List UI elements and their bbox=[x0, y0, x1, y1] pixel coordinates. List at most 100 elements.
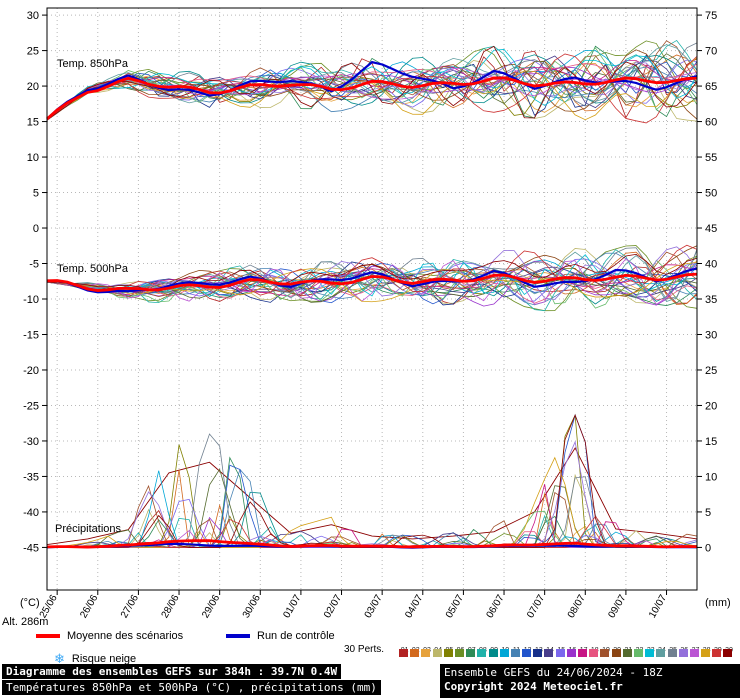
member-color-swatch bbox=[578, 649, 587, 657]
date-label: 03/07 bbox=[363, 593, 385, 621]
member-color-swatch bbox=[510, 649, 520, 657]
y-left-tick-label: -10 bbox=[23, 294, 39, 306]
member-color-swatch bbox=[399, 649, 408, 657]
series bbox=[46, 39, 698, 549]
member-line bbox=[46, 45, 698, 121]
y-left-tick-label: 25 bbox=[27, 46, 39, 58]
control-line-swatch bbox=[226, 634, 250, 638]
member-line bbox=[46, 53, 698, 124]
member-line bbox=[46, 57, 698, 121]
y-left-tick-label: 0 bbox=[33, 223, 39, 235]
member-color-swatch bbox=[723, 649, 733, 657]
date-label: 01/07 bbox=[281, 593, 303, 621]
member-color-swatch bbox=[410, 649, 420, 657]
member-line bbox=[47, 440, 698, 548]
date-label: 30/06 bbox=[241, 593, 263, 621]
y-right-tick-label: 45 bbox=[705, 223, 717, 235]
y-left-tick-label: -15 bbox=[23, 329, 39, 341]
y-right-tick-label: 70 bbox=[705, 46, 717, 58]
date-label: 29/06 bbox=[200, 593, 222, 621]
member-line bbox=[46, 255, 698, 309]
y-right-tick-label: 60 bbox=[705, 117, 717, 129]
footer-run-block: Ensemble GEFS du 24/06/2024 - 18Z Copyri… bbox=[440, 664, 740, 698]
member-color-swatch bbox=[678, 649, 688, 657]
y-right-tick-label: 65 bbox=[705, 81, 717, 93]
chart-subtitle: Températures 850hPa et 500hPa (°C) , pré… bbox=[2, 680, 381, 695]
member-color-swatch bbox=[477, 649, 487, 657]
date-label: 04/07 bbox=[403, 593, 425, 621]
chart-title: Diagramme des ensembles GEFS sur 384h : … bbox=[2, 664, 342, 679]
left-axis-unit: (°C) bbox=[20, 597, 40, 609]
altitude-label: Alt. 286m bbox=[2, 616, 49, 628]
y-right-tick-label: 5 bbox=[705, 507, 711, 519]
y-left-tick-label: -30 bbox=[23, 436, 39, 448]
mean-line-t500 bbox=[46, 272, 698, 292]
y-right-tick-label: 15 bbox=[705, 436, 717, 448]
y-right-tick-label: 10 bbox=[705, 471, 717, 483]
y-right-tick-label: 0 bbox=[705, 542, 711, 554]
snowflake-icon: ❄ bbox=[54, 651, 65, 666]
member-color-swatch bbox=[712, 649, 722, 657]
right-axis-unit: (mm) bbox=[705, 597, 731, 609]
member-color-swatch bbox=[454, 649, 464, 657]
y-left-tick-label: -45 bbox=[23, 542, 39, 554]
y-left-tick-label: -25 bbox=[23, 400, 39, 412]
member-line bbox=[46, 49, 698, 121]
member-color-swatch bbox=[645, 649, 655, 657]
copyright: Copyright 2024 Meteociel.fr bbox=[444, 680, 623, 693]
date-label: 07/07 bbox=[525, 593, 547, 621]
date-label: 27/06 bbox=[119, 593, 141, 621]
member-color-swatch bbox=[667, 649, 677, 657]
member-color-swatch bbox=[633, 649, 643, 657]
member-color-swatch bbox=[466, 649, 476, 657]
member-color-swatch bbox=[566, 649, 576, 657]
member-line bbox=[46, 246, 698, 300]
member-line bbox=[46, 53, 698, 121]
y-left-tick-label: -20 bbox=[23, 365, 39, 377]
legend-snow-risk: ❄ Risque neige bbox=[54, 651, 136, 667]
date-label: 28/06 bbox=[160, 593, 182, 621]
axis-labels: 302520151050-5-10-15-20-25-30-35-40-4575… bbox=[20, 10, 731, 620]
date-label: 02/07 bbox=[322, 593, 344, 621]
y-right-tick-label: 55 bbox=[705, 152, 717, 164]
member-color-swatch bbox=[689, 649, 699, 657]
y-left-tick-label: 30 bbox=[27, 10, 39, 22]
axes bbox=[42, 7, 702, 595]
member-line bbox=[46, 251, 698, 298]
legend-control: Run de contrôle bbox=[226, 630, 335, 642]
y-left-tick-label: 10 bbox=[27, 152, 39, 164]
date-label: 08/07 bbox=[566, 593, 588, 621]
y-right-tick-label: 75 bbox=[705, 10, 717, 22]
y-right-tick-label: 30 bbox=[705, 329, 717, 341]
member-line bbox=[46, 40, 698, 121]
member-line bbox=[46, 250, 698, 302]
member-line bbox=[46, 254, 698, 298]
y-left-tick-label: -35 bbox=[23, 471, 39, 483]
date-label: 10/07 bbox=[647, 593, 669, 621]
panel-title-precip: Précipitations bbox=[55, 523, 122, 535]
member-color-swatch bbox=[488, 649, 498, 657]
mean-legend-label: Moyenne des scénarios bbox=[67, 630, 184, 642]
member-line bbox=[46, 40, 698, 121]
legend-mean: Moyenne des scénarios bbox=[36, 630, 183, 642]
y-right-tick-label: 20 bbox=[705, 400, 717, 412]
member-color-swatch bbox=[656, 649, 666, 657]
y-right-tick-label: 35 bbox=[705, 294, 717, 306]
date-label: 26/06 bbox=[78, 593, 100, 621]
y-left-tick-label: 15 bbox=[27, 117, 39, 129]
member-line bbox=[46, 258, 698, 305]
member-line bbox=[46, 45, 698, 121]
y-left-tick-label: 20 bbox=[27, 81, 39, 93]
member-color-swatch bbox=[555, 649, 565, 657]
mean-line-t850 bbox=[46, 76, 698, 121]
member-color-swatch bbox=[432, 649, 442, 657]
member-line bbox=[46, 268, 698, 303]
y-right-tick-label: 40 bbox=[705, 259, 717, 271]
member-colors-row bbox=[399, 649, 735, 657]
y-left-tick-label: 5 bbox=[33, 188, 39, 200]
member-line bbox=[46, 47, 698, 121]
panel-title-t500: Temp. 500hPa bbox=[57, 263, 129, 275]
member-line bbox=[46, 252, 698, 306]
member-color-swatch bbox=[522, 649, 532, 657]
